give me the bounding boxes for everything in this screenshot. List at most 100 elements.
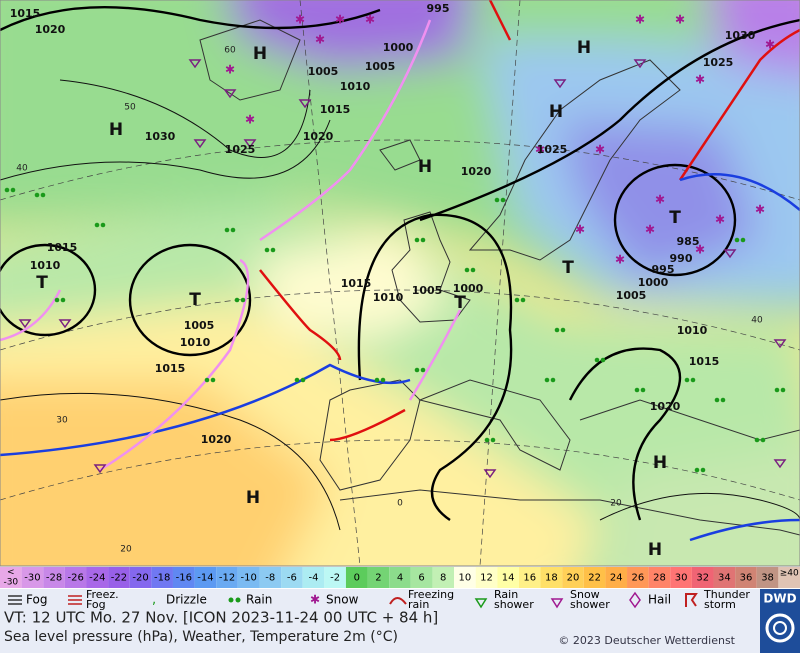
scale-cell <box>454 567 476 588</box>
icon-rain <box>228 597 234 603</box>
scale-cell <box>129 567 152 588</box>
isobar <box>568 347 682 521</box>
scale-label: -30 <box>24 573 40 584</box>
scale-label: 6 <box>418 573 424 584</box>
isobar-label: 1020 <box>461 165 492 178</box>
isotherm-label: 20 <box>120 545 132 555</box>
isobar <box>357 213 513 521</box>
scale-cell <box>259 567 282 588</box>
rain-symbol <box>420 237 426 243</box>
icon-freezing-rain <box>389 597 407 605</box>
temp-east-med <box>607 447 800 566</box>
isotherm-label: 0 <box>397 499 403 509</box>
isotherm-label: 40 <box>16 164 28 174</box>
scale-label: -6 <box>287 573 297 584</box>
occluded-front <box>0 289 62 342</box>
rain-symbol <box>594 357 600 363</box>
scale-label: -4 <box>309 573 319 584</box>
rain-symbol <box>684 377 690 383</box>
legend-label: Fog <box>26 593 47 607</box>
rain-symbol <box>490 437 496 443</box>
snow-symbol: ✱ <box>695 243 705 257</box>
scale-cell <box>540 567 563 588</box>
occluded-front <box>408 309 462 401</box>
graticule-line <box>299 0 361 566</box>
shower-symbol <box>553 79 567 89</box>
isobar-label: 1005 <box>616 289 647 302</box>
rain-symbol <box>100 222 106 228</box>
high-pressure-label: H <box>549 102 563 122</box>
graticule-line <box>0 289 800 351</box>
rain-symbol <box>94 222 100 228</box>
scale-label: 28 <box>653 573 666 584</box>
scale-label: -8 <box>265 573 275 584</box>
weather-legend: Fog Freez. Fog, Drizzle Rain ✱ Snow Freezing rai… <box>8 588 750 611</box>
scale-label: 10 <box>458 573 471 584</box>
scale-cell <box>324 567 346 588</box>
scale-cell <box>172 567 195 588</box>
description: Sea level pressure (hPa), Weather, Tempe… <box>4 629 398 645</box>
isobar-label: 1015 <box>689 355 720 368</box>
fronts <box>0 0 800 542</box>
snow-symbol: ✱ <box>335 13 345 27</box>
isobar-label: 1000 <box>453 282 484 295</box>
temp-violet-ne <box>708 0 800 74</box>
scale-cell <box>648 567 671 588</box>
rain-symbol <box>634 387 640 393</box>
scale-cell <box>475 567 498 588</box>
high-pressure-label: H <box>418 157 432 177</box>
rain-symbol <box>300 377 306 383</box>
isotherm <box>0 119 331 181</box>
high-pressure-label: H <box>109 120 123 140</box>
high-pressure-label: H <box>653 453 667 473</box>
occluded-front <box>99 19 432 472</box>
isobar-label: 1010 <box>677 324 708 337</box>
dwd-logo-text: DWD <box>763 592 796 606</box>
scale-label: -24 <box>89 573 105 584</box>
isobar <box>0 6 381 32</box>
rain-symbol <box>270 247 276 253</box>
coast-iceland <box>379 139 421 171</box>
scale-label: -26 <box>68 573 84 584</box>
legend-label: Drizzle <box>166 593 207 607</box>
rain-symbol <box>550 377 556 383</box>
map-area: ✱ ✱ ✱ ✱ ✱ ✱ ✱ ✱ ✱ ✱ ✱ ✱ ✱ ✱ ✱ ✱ ✱ ✱ ✱ 1015 1020 1030 1025 1005… <box>0 0 800 566</box>
isobars <box>0 6 800 521</box>
temp-violet <box>230 0 472 70</box>
scale-cell <box>194 567 217 588</box>
isobar-label: 1010 <box>340 80 371 93</box>
low-pressure-label: T <box>189 290 201 310</box>
shower-symbol <box>193 139 207 149</box>
icon-drizzle: , <box>152 593 156 608</box>
rain-symbol <box>494 197 500 203</box>
temp-mild <box>250 230 450 340</box>
isobar-label: 1015 <box>320 103 351 116</box>
rain-symbol <box>780 387 786 393</box>
warm-front <box>259 269 342 361</box>
scale-low-label: < <box>7 568 15 578</box>
snow-symbol: ✱ <box>695 73 705 87</box>
snow-symbol: ✱ <box>595 143 605 157</box>
map-labels: 1015102010301025100510101015102010051000… <box>10 2 763 560</box>
shower-symbol <box>188 59 202 69</box>
rain-symbol <box>714 397 720 403</box>
legend-label: Rain shower <box>494 588 534 611</box>
scale-cell <box>432 567 455 588</box>
isobar-label: 1005 <box>412 284 443 297</box>
isotherm-label: 40 <box>751 316 763 326</box>
rain-symbol <box>204 377 210 383</box>
rain-symbol <box>694 467 700 473</box>
shower-symbol <box>93 464 107 474</box>
isobar-label: 1020 <box>35 23 66 36</box>
scale-label: -10 <box>240 573 256 584</box>
snow-symbol: ✱ <box>615 253 625 267</box>
scale-label: 4 <box>397 573 403 584</box>
warm-front <box>488 0 512 41</box>
isotherm <box>599 492 800 521</box>
low-pressure-label: T <box>36 273 48 293</box>
weather-symbols: ✱ ✱ ✱ ✱ ✱ ✱ ✱ ✱ ✱ ✱ ✱ ✱ ✱ ✱ ✱ ✱ ✱ ✱ ✱ <box>4 13 787 479</box>
snow-symbol: ✱ <box>575 223 585 237</box>
scale-cell <box>518 567 541 588</box>
isobar-label: 1025 <box>537 143 568 156</box>
scale-label: 30 <box>675 573 688 584</box>
